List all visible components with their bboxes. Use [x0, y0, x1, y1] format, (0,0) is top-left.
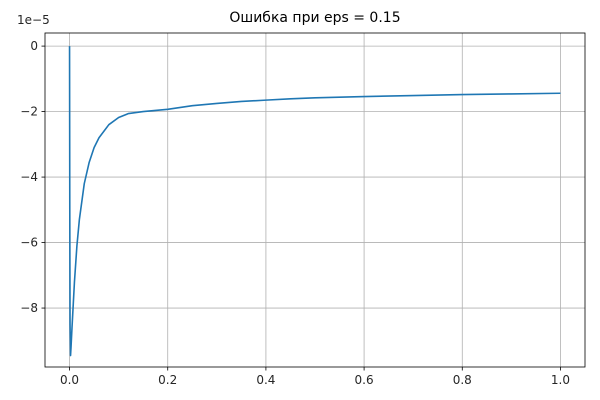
- x-tick-label: 0.4: [256, 373, 275, 387]
- x-tick-label: 0.2: [158, 373, 177, 387]
- x-tick-label: 1.0: [551, 373, 570, 387]
- x-tick-label: 0.8: [453, 373, 472, 387]
- y-tick-label: −2: [20, 105, 38, 119]
- axes-frame: [44, 32, 586, 368]
- y-tick-label: 0: [30, 39, 38, 53]
- y-offset-label: 1e−5: [17, 13, 50, 27]
- y-tick-label: −4: [20, 170, 38, 184]
- chart-title: Ошибка при eps = 0.15: [229, 10, 400, 26]
- y-tick-label: −8: [20, 301, 38, 315]
- tick-group: 0.0 0.2 0.4 0.6 0.8 1.0 0 −2 −4 −6 −8: [20, 39, 570, 387]
- plot-frame: [44, 32, 586, 368]
- x-tick-label: 0.6: [355, 373, 374, 387]
- series-group: [68, 46, 561, 357]
- grid-lines: [45, 33, 585, 367]
- x-tick-label: 0.0: [60, 373, 79, 387]
- y-tick-label: −6: [20, 236, 38, 250]
- series-line: [68, 46, 561, 357]
